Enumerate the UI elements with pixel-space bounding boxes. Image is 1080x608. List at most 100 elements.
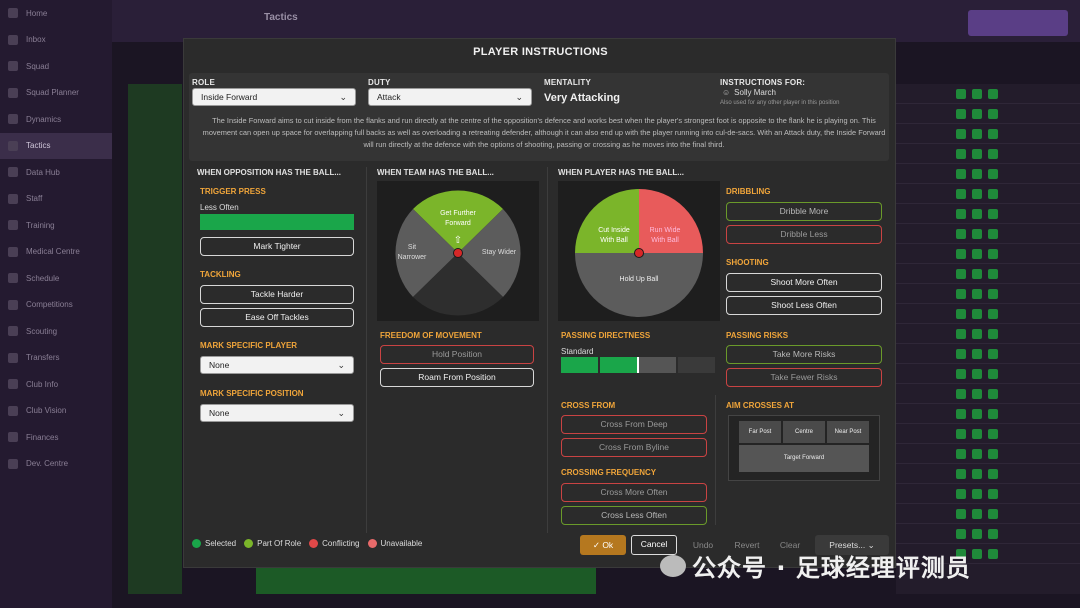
also-used-note: Also used for any other player in this p… bbox=[720, 100, 840, 106]
status-chip bbox=[956, 208, 966, 219]
duty-select[interactable]: Attack ⌄ bbox=[368, 88, 532, 106]
nav-icon bbox=[8, 8, 18, 19]
centre-zone[interactable]: Centre bbox=[783, 421, 825, 443]
scrollbar-track[interactable] bbox=[715, 395, 716, 525]
sidebar-item-label: Dev. Centre bbox=[26, 459, 69, 469]
nav-icon bbox=[8, 326, 18, 337]
sidebar-item[interactable]: Scouting bbox=[0, 318, 112, 345]
status-chip bbox=[972, 208, 982, 219]
cross-from-byline-button[interactable]: Cross From Byline bbox=[561, 438, 707, 457]
status-chip bbox=[956, 88, 966, 99]
ok-button[interactable]: ✓ Ok bbox=[580, 535, 626, 555]
status-chip bbox=[988, 388, 998, 399]
sidebar-item[interactable]: Squad bbox=[0, 53, 112, 80]
ease-off-tackles-button[interactable]: Ease Off Tackles bbox=[200, 308, 354, 327]
role-info-box: ROLE Inside Forward ⌄ DUTY Attack ⌄ MENT… bbox=[189, 73, 889, 161]
undo-button[interactable]: Undo bbox=[692, 540, 714, 550]
sidebar-item[interactable]: Inbox bbox=[0, 27, 112, 54]
check-icon: ✓ bbox=[592, 540, 600, 550]
player-instructions-modal: PLAYER INSTRUCTIONS ROLE Inside Forward … bbox=[183, 38, 896, 568]
far-post-zone[interactable]: Far Post bbox=[739, 421, 781, 443]
background-row bbox=[896, 424, 1080, 444]
background-pitch-list bbox=[128, 84, 182, 594]
status-chip bbox=[972, 408, 982, 419]
take-more-risks-button[interactable]: Take More Risks bbox=[726, 345, 882, 364]
sidebar-item[interactable]: Home bbox=[0, 0, 112, 27]
trigger-press-slider[interactable] bbox=[200, 214, 354, 230]
run-wide-segment[interactable] bbox=[639, 189, 703, 253]
background-sidebar: Home Inbox Squad Squad Planner Dynamics Tacti… bbox=[0, 0, 112, 608]
chevron-down-icon: ⌄ bbox=[515, 91, 523, 102]
mark-tighter-button[interactable]: Mark Tighter bbox=[200, 237, 354, 256]
target-forward-zone[interactable]: Target Forward bbox=[739, 445, 869, 472]
conflicting-dot bbox=[309, 539, 319, 548]
sidebar-item-label: Finances bbox=[26, 432, 59, 442]
cut-inside-segment[interactable] bbox=[575, 189, 639, 253]
presets-button[interactable]: Presets... ⌄ bbox=[815, 535, 889, 555]
status-chip bbox=[972, 548, 982, 559]
status-chip bbox=[956, 328, 966, 339]
status-chip bbox=[988, 288, 998, 299]
slider-handle[interactable] bbox=[637, 357, 639, 373]
sidebar-item[interactable]: Tactics bbox=[0, 132, 112, 159]
tackle-harder-button[interactable]: Tackle Harder bbox=[200, 285, 354, 304]
get-further-forward-segment[interactable] bbox=[413, 190, 503, 253]
sidebar-item[interactable]: Data Hub bbox=[0, 159, 112, 186]
shoot-more-often-button[interactable]: Shoot More Often bbox=[726, 273, 882, 292]
movement-wheel: Get Further Forward ⇧ Sit Narrower Stay … bbox=[395, 190, 521, 316]
stay-wider-segment[interactable] bbox=[458, 209, 521, 297]
sidebar-item[interactable]: Club Info bbox=[0, 371, 112, 398]
sidebar-item-label: Medical Centre bbox=[26, 247, 80, 257]
roam-from-position-button[interactable]: Roam From Position bbox=[380, 368, 534, 387]
mentality-label: MENTALITY bbox=[544, 78, 591, 87]
mark-position-select[interactable]: None ⌄ bbox=[200, 404, 354, 422]
sidebar-item[interactable]: Squad Planner bbox=[0, 80, 112, 107]
status-chip bbox=[972, 388, 982, 399]
cross-more-often-button[interactable]: Cross More Often bbox=[561, 483, 707, 502]
shooting-label: SHOOTING bbox=[726, 258, 769, 267]
cross-from-deep-button[interactable]: Cross From Deep bbox=[561, 415, 707, 434]
mentality-value: Very Attacking bbox=[544, 92, 621, 104]
background-row bbox=[896, 284, 1080, 304]
status-chip bbox=[956, 408, 966, 419]
chevron-down-icon: ⌄ bbox=[337, 359, 345, 370]
sidebar-item[interactable]: Training bbox=[0, 212, 112, 239]
shoot-less-often-button[interactable]: Shoot Less Often bbox=[726, 296, 882, 315]
passing-directness-value: Standard bbox=[561, 347, 594, 356]
status-chip bbox=[956, 168, 966, 179]
cancel-button[interactable]: Cancel bbox=[631, 535, 677, 555]
nav-icon bbox=[8, 273, 18, 284]
dribble-less-button[interactable]: Dribble Less bbox=[726, 225, 882, 244]
cut-inside-label-2: With Ball bbox=[600, 237, 628, 244]
hold-up-ball-segment[interactable] bbox=[575, 253, 703, 317]
status-chip bbox=[972, 508, 982, 519]
near-post-zone[interactable]: Near Post bbox=[827, 421, 869, 443]
sidebar-item[interactable]: Schedule bbox=[0, 265, 112, 292]
run-wide-label-2: With Ball bbox=[651, 237, 679, 244]
sidebar-item[interactable]: Transfers bbox=[0, 345, 112, 372]
status-chip bbox=[956, 528, 966, 539]
sidebar-item[interactable]: Finances bbox=[0, 424, 112, 451]
background-continue-button[interactable] bbox=[968, 10, 1068, 36]
background-row bbox=[896, 324, 1080, 344]
dribble-more-button[interactable]: Dribble More bbox=[726, 202, 882, 221]
aim-crosses-label: AIM CROSSES AT bbox=[726, 401, 795, 410]
passing-risks-label: PASSING RISKS bbox=[726, 331, 789, 340]
background-row bbox=[896, 364, 1080, 384]
passing-directness-slider[interactable] bbox=[561, 357, 715, 373]
revert-button[interactable]: Revert bbox=[734, 540, 760, 550]
clear-button[interactable]: Clear bbox=[779, 540, 801, 550]
sidebar-item[interactable]: Dynamics bbox=[0, 106, 112, 133]
hold-position-button[interactable]: Hold Position bbox=[380, 345, 534, 364]
sidebar-item[interactable]: Competitions bbox=[0, 292, 112, 319]
sidebar-item[interactable]: Medical Centre bbox=[0, 239, 112, 266]
mark-player-select[interactable]: None ⌄ bbox=[200, 356, 354, 374]
sidebar-item[interactable]: Club Vision bbox=[0, 398, 112, 425]
sidebar-item[interactable]: Dev. Centre bbox=[0, 451, 112, 478]
role-select[interactable]: Inside Forward ⌄ bbox=[192, 88, 356, 106]
ok-label: Ok bbox=[602, 540, 614, 550]
sidebar-item[interactable]: Staff bbox=[0, 186, 112, 213]
take-fewer-risks-button[interactable]: Take Fewer Risks bbox=[726, 368, 882, 387]
sit-narrower-segment[interactable] bbox=[395, 209, 458, 297]
cross-less-often-button[interactable]: Cross Less Often bbox=[561, 506, 707, 525]
